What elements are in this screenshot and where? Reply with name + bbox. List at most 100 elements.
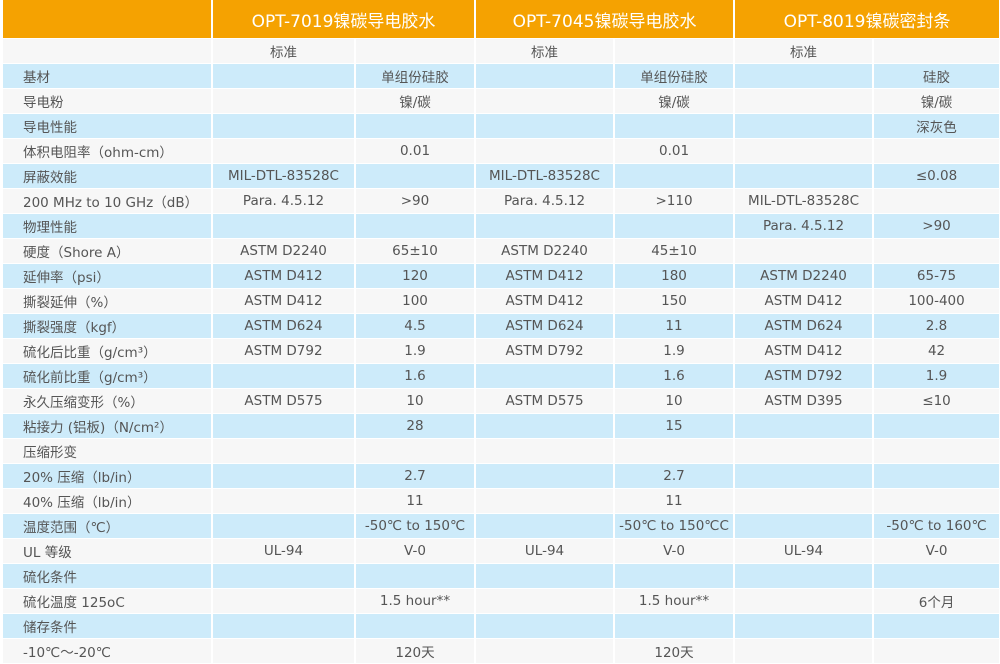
value-cell: V-0: [355, 538, 477, 564]
value-cell: 1.9: [873, 363, 1000, 389]
standard-cell: [212, 438, 356, 464]
value-cell: [614, 113, 736, 139]
value-cell: 10: [614, 388, 736, 414]
standard-cell: ASTM D624: [734, 313, 875, 339]
value-cell: [873, 563, 1000, 589]
table-row: 压缩形变: [3, 438, 1000, 464]
row-label: UL 等级: [3, 538, 213, 564]
value-cell: 深灰色: [873, 113, 1000, 139]
standard-cell: ASTM D412: [475, 263, 616, 289]
value-cell: 6个月: [873, 588, 1000, 614]
value-cell: [873, 463, 1000, 489]
row-label: 撕裂强度（kgf）: [3, 313, 213, 339]
table-row: 物理性能 Para. 4.5.12 >90: [3, 213, 1000, 239]
row-label: 延伸率（psi）: [3, 263, 213, 289]
value-cell: 2.7: [614, 463, 736, 489]
value-cell: -50℃ to 160℃: [873, 513, 1000, 539]
standard-cell: [734, 438, 875, 464]
standard-cell: [212, 588, 356, 614]
table-row: 屏蔽效能 MIL-DTL-83528C MIL-DTL-83528C ≤0.08: [3, 163, 1000, 189]
row-label: 导电性能: [3, 113, 213, 139]
standard-cell: [475, 588, 616, 614]
value-cell: >90: [873, 213, 1000, 239]
value-cell: [873, 138, 1000, 164]
table-row: 永久压缩变形（%） ASTM D575 10 ASTM D575 10 ASTM D395…: [3, 388, 1000, 414]
standard-cell: [475, 363, 616, 389]
value-cell: [355, 213, 477, 239]
row-label: 硫化温度 125oC: [3, 588, 213, 614]
row-label: 硫化前比重（g/cm³）: [3, 363, 213, 389]
standard-cell: Para. 4.5.12: [475, 188, 616, 214]
standard-cell: ASTM D412: [212, 288, 356, 314]
blank-cell: [3, 38, 213, 64]
blank-cell: [873, 38, 1000, 64]
standard-cell: ASTM D412: [475, 288, 616, 314]
row-label: 撕裂延伸（%）: [3, 288, 213, 314]
standard-cell: [734, 88, 875, 114]
value-cell: 0.01: [614, 138, 736, 164]
table-row: 基材 单组份硅胶 单组份硅胶 硅胶: [3, 63, 1000, 89]
value-cell: 10: [355, 388, 477, 414]
standard-cell: [212, 413, 356, 439]
value-cell: 100-400: [873, 288, 1000, 314]
row-label: 压缩形变: [3, 438, 213, 464]
standard-cell: [734, 138, 875, 164]
value-cell: 11: [614, 313, 736, 339]
value-cell: 镍/碳: [873, 88, 1000, 114]
table-row: 硫化温度 125oC 1.5 hour** 1.5 hour** 6个月: [3, 588, 1000, 614]
standard-cell: [734, 588, 875, 614]
standard-label: 标准: [734, 38, 875, 64]
row-label: 温度范围（℃）: [3, 513, 213, 539]
value-cell: 2.7: [355, 463, 477, 489]
table-row: 延伸率（psi） ASTM D412 120 ASTM D412 180 ASTM D22…: [3, 263, 1000, 289]
standard-cell: [212, 488, 356, 514]
row-label: 物理性能: [3, 213, 213, 239]
standard-cell: [734, 413, 875, 439]
table-row: 硫化前比重（g/cm³） 1.6 1.6 ASTM D792 1.9: [3, 363, 1000, 389]
table-row: 硫化条件: [3, 563, 1000, 589]
row-label: 40% 压缩（lb/in）: [3, 488, 213, 514]
value-cell: 1.6: [355, 363, 477, 389]
standard-cell: [475, 63, 616, 89]
value-cell: 4.5: [355, 313, 477, 339]
table-row: 撕裂延伸（%） ASTM D412 100 ASTM D412 150 ASTM D412…: [3, 288, 1000, 314]
standard-cell: [475, 488, 616, 514]
standard-cell: ASTM D395: [734, 388, 875, 414]
blank-cell: [355, 38, 477, 64]
value-cell: 1.9: [355, 338, 477, 364]
row-label: 屏蔽效能: [3, 163, 213, 189]
value-cell: 1.5 hour**: [355, 588, 477, 614]
standard-cell: ASTM D2240: [734, 263, 875, 289]
standard-cell: MIL-DTL-83528C: [734, 188, 875, 214]
standard-cell: ASTM D792: [734, 363, 875, 389]
standard-cell: [734, 488, 875, 514]
standard-cell: Para. 4.5.12: [734, 213, 875, 239]
table-row: 40% 压缩（lb/in） 11 11: [3, 488, 1000, 514]
standard-label: 标准: [475, 38, 616, 64]
value-cell: V-0: [873, 538, 1000, 564]
value-cell: 65±10: [355, 238, 477, 264]
standard-label: 标准: [212, 38, 356, 64]
standard-cell: [475, 213, 616, 239]
row-label: 硬度（Shore A）: [3, 238, 213, 264]
row-label: 硫化后比重（g/cm³）: [3, 338, 213, 364]
value-cell: 45±10: [614, 238, 736, 264]
row-label: 储存条件: [3, 613, 213, 639]
product-header-7045: OPT-7045镍碳导电胶水: [475, 0, 736, 39]
value-cell: 单组份硅胶: [614, 63, 736, 89]
standard-cell: ASTM D412: [734, 288, 875, 314]
value-cell: 180: [614, 263, 736, 289]
standard-header-row: 标准 标准 标准: [3, 38, 1000, 64]
value-cell: V-0: [614, 538, 736, 564]
row-label: 硫化条件: [3, 563, 213, 589]
value-cell: [873, 413, 1000, 439]
value-cell: -50℃ to 150℃C: [614, 513, 736, 539]
standard-cell: [734, 163, 875, 189]
standard-cell: [475, 113, 616, 139]
standard-cell: [212, 213, 356, 239]
table-row: 粘接力 (铝板)（N/cm²） 28 15: [3, 413, 1000, 439]
value-cell: 硅胶: [873, 63, 1000, 89]
standard-cell: [734, 513, 875, 539]
product-header-row: OPT-7019镍碳导电胶水 OPT-7045镍碳导电胶水 OPT-8019镍碳…: [3, 0, 1000, 39]
table-row: 温度范围（℃） -50℃ to 150℃ -50℃ to 150℃C -50℃ to …: [3, 513, 1000, 539]
